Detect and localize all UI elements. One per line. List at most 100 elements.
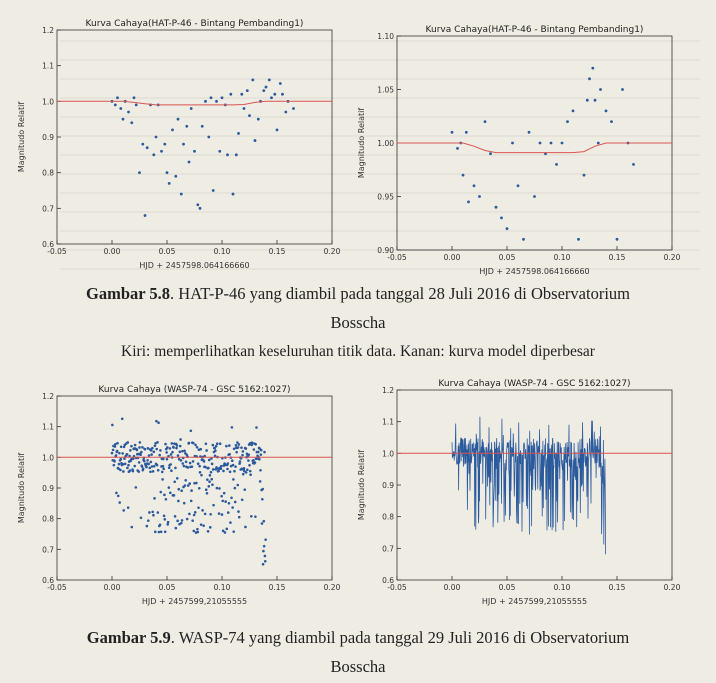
data-point: [241, 453, 244, 457]
y-tick-label: 1.0: [42, 453, 54, 462]
data-point: [155, 463, 159, 467]
data-point: [253, 461, 257, 464]
data-point: [163, 493, 166, 497]
data-point: [210, 457, 213, 460]
y-tick-label: 1.00: [377, 139, 394, 148]
data-point: [163, 518, 167, 521]
data-point: [154, 135, 158, 139]
x-axis-label: HJD + 2457599,21055555: [482, 597, 587, 606]
data-point: [231, 506, 234, 509]
data-point: [456, 146, 459, 150]
data-point: [191, 460, 195, 463]
data-point: [211, 483, 214, 487]
data-point: [150, 453, 153, 456]
data-point: [224, 500, 227, 503]
data-point: [160, 149, 163, 153]
caption-text-cont: Bosscha: [330, 313, 386, 332]
data-point: [183, 484, 187, 487]
data-point: [189, 107, 193, 110]
data-point: [156, 441, 159, 444]
data-point: [223, 531, 227, 534]
data-point: [183, 449, 186, 453]
caption-label: Gambar 5.9: [86, 628, 171, 647]
data-point: [192, 441, 195, 445]
plot-frame: [56, 29, 333, 245]
data-point: [119, 457, 123, 461]
y-tick-label: 0.9: [42, 133, 54, 142]
data-point: [163, 142, 167, 146]
data-point: [188, 512, 191, 516]
data-point: [165, 457, 169, 461]
y-tick-label: 1.1: [382, 418, 394, 427]
data-point: [248, 469, 252, 473]
data-point: [195, 445, 199, 449]
data-point: [167, 181, 171, 185]
data-point: [197, 506, 200, 510]
data-point: [119, 445, 123, 449]
data-point: [252, 459, 255, 462]
data-point: [122, 470, 125, 473]
data-point: [134, 486, 138, 489]
caption-figure-5-9: Gambar 5.9. WASP-74 yang diambil pada ta…: [0, 628, 716, 648]
data-point: [196, 203, 200, 207]
caption-label: Gambar 5.8: [86, 284, 171, 303]
data-point: [153, 497, 156, 500]
data-point: [252, 448, 256, 451]
data-point: [191, 519, 194, 522]
chart-title: Kurva Cahaya (WASP-74 - GSC 5162:1027): [98, 385, 290, 395]
data-point: [190, 465, 194, 468]
data-point: [500, 216, 503, 220]
data-point: [243, 469, 246, 473]
data-point: [141, 142, 145, 146]
data-point: [250, 515, 253, 518]
data-point: [186, 466, 190, 469]
data-point: [215, 486, 219, 490]
data-point: [152, 450, 156, 454]
data-point: [292, 107, 295, 110]
data-point: [115, 491, 118, 495]
data-point: [549, 141, 553, 145]
data-point: [260, 522, 264, 525]
chart-svg: Kurva Cahaya (WASP-74 - GSC 5162:1027) -0…: [17, 385, 341, 606]
data-point: [113, 103, 117, 107]
data-point: [232, 478, 235, 481]
data-point: [240, 92, 244, 96]
data-point: [256, 117, 260, 121]
data-point: [228, 444, 231, 447]
data-line: [451, 416, 606, 555]
data-point: [262, 519, 266, 523]
data-point: [113, 459, 116, 463]
plot-area: [397, 416, 672, 555]
data-point: [175, 444, 179, 447]
data-point: [138, 171, 141, 175]
data-point: [207, 485, 211, 488]
data-point: [174, 174, 178, 178]
data-point: [112, 463, 116, 467]
data-point: [130, 121, 134, 125]
data-point: [220, 96, 224, 100]
data-point: [131, 469, 135, 473]
data-point: [236, 446, 240, 449]
data-point: [236, 441, 239, 444]
x-tick-label: 0.20: [664, 583, 681, 592]
data-point: [185, 124, 189, 128]
data-point: [225, 527, 229, 531]
data-point: [140, 465, 144, 468]
y-tick-label: 0.9: [42, 484, 54, 493]
data-point: [129, 449, 132, 452]
data-point: [119, 107, 123, 110]
data-point: [169, 463, 172, 466]
data-point: [218, 442, 222, 446]
data-point: [231, 192, 235, 196]
data-point: [188, 461, 192, 465]
data-point: [259, 468, 262, 472]
data-point: [160, 470, 164, 474]
data-point: [202, 460, 206, 463]
data-point: [210, 462, 214, 466]
data-point: [198, 464, 201, 468]
data-point: [121, 117, 125, 121]
data-point: [533, 195, 536, 198]
data-point: [220, 494, 223, 498]
x-axis-label: HJD + 2457598.064166660: [479, 267, 589, 276]
data-point: [187, 441, 191, 445]
